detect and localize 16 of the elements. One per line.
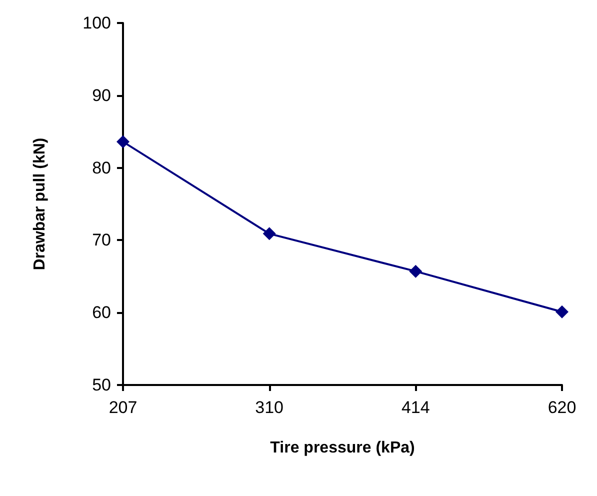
point [409, 264, 422, 278]
point [116, 135, 130, 148]
x-tick-label: 620 [548, 398, 576, 417]
y-tick-label: 80 [92, 158, 111, 178]
point [262, 227, 276, 240]
x-tick-label: 310 [255, 398, 284, 417]
y-tick-label: 50 [92, 376, 111, 394]
y-tick-label: 70 [92, 230, 111, 250]
y-axis-title: Drawbar pull (kN) [32, 138, 48, 270]
y-tick-label: 100 [82, 14, 111, 32]
y-tick-label: 90 [92, 86, 111, 105]
point [556, 305, 568, 318]
x-axis-title: Tire pressure (kPa) [270, 440, 415, 456]
x-tick-label: 414 [401, 398, 430, 417]
x-tick-label: 207 [108, 398, 138, 417]
y-tick-label: 60 [92, 303, 111, 322]
